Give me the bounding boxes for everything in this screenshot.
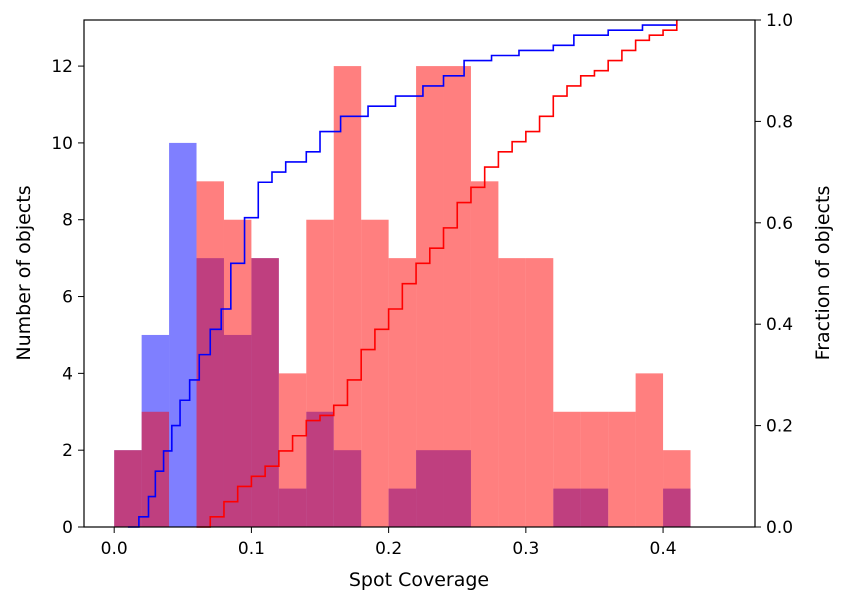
y2-tick-label: 0.6 [766, 214, 793, 234]
x-tick-label: 0.0 [101, 539, 128, 559]
x-axis-label: Spot Coverage [349, 569, 489, 591]
histogram-bar [416, 66, 444, 527]
plot-frame [83, 19, 756, 528]
histogram-bar [223, 219, 252, 527]
histogram-bar [580, 411, 609, 527]
histogram-bar [306, 219, 334, 527]
histogram-bar [635, 373, 664, 527]
cumulative-line [196, 20, 678, 528]
histogram-bar [553, 411, 581, 527]
y2-tick-label: 0.2 [766, 417, 793, 437]
y2-axis-label: Fraction of objects [812, 186, 834, 361]
histogram-bar [525, 258, 554, 527]
y2-tick-label: 0.4 [766, 315, 793, 335]
histogram-bar [470, 181, 499, 527]
x-axis-ticks: 0.0 0.1 0.2 0.3 0.4 [101, 527, 677, 559]
y-tick-label: 6 [62, 288, 73, 308]
y2-tick-label: 1.0 [766, 11, 793, 31]
y-tick-label: 2 [62, 441, 73, 461]
x-tick-label: 0.2 [375, 539, 402, 559]
histogram-bar [608, 411, 636, 527]
cumulative-lines-layer [127, 20, 678, 528]
y-tick-label: 12 [51, 57, 73, 77]
y2-axis-ticks: 0.0 0.2 0.4 0.6 0.8 1.0 [755, 11, 793, 538]
y-tick-label: 8 [62, 211, 73, 231]
histogram-bar [498, 258, 526, 527]
x-tick-label: 0.4 [650, 539, 677, 559]
y-axis-label: Number of objects [13, 185, 35, 360]
histogram-bar [443, 66, 471, 527]
histogram-bar [333, 66, 362, 527]
x-tick-label: 0.3 [512, 539, 539, 559]
histogram-bar [663, 450, 691, 527]
histogram-bar [169, 142, 197, 527]
histogram-bar [251, 258, 279, 527]
x-tick-label: 0.1 [238, 539, 265, 559]
y2-tick-label: 0.8 [766, 112, 793, 132]
y-axis-ticks: 0 2 4 6 8 10 12 [51, 57, 84, 538]
histogram-bar [361, 219, 389, 527]
y-tick-label: 10 [51, 134, 73, 154]
y-tick-label: 0 [62, 518, 73, 538]
histogram-bar [114, 450, 142, 527]
cumulative-line [127, 20, 678, 528]
histogram-bar [141, 411, 170, 527]
y-tick-label: 4 [62, 364, 73, 384]
bars-layer [114, 66, 691, 527]
y2-tick-label: 0.0 [766, 518, 793, 538]
